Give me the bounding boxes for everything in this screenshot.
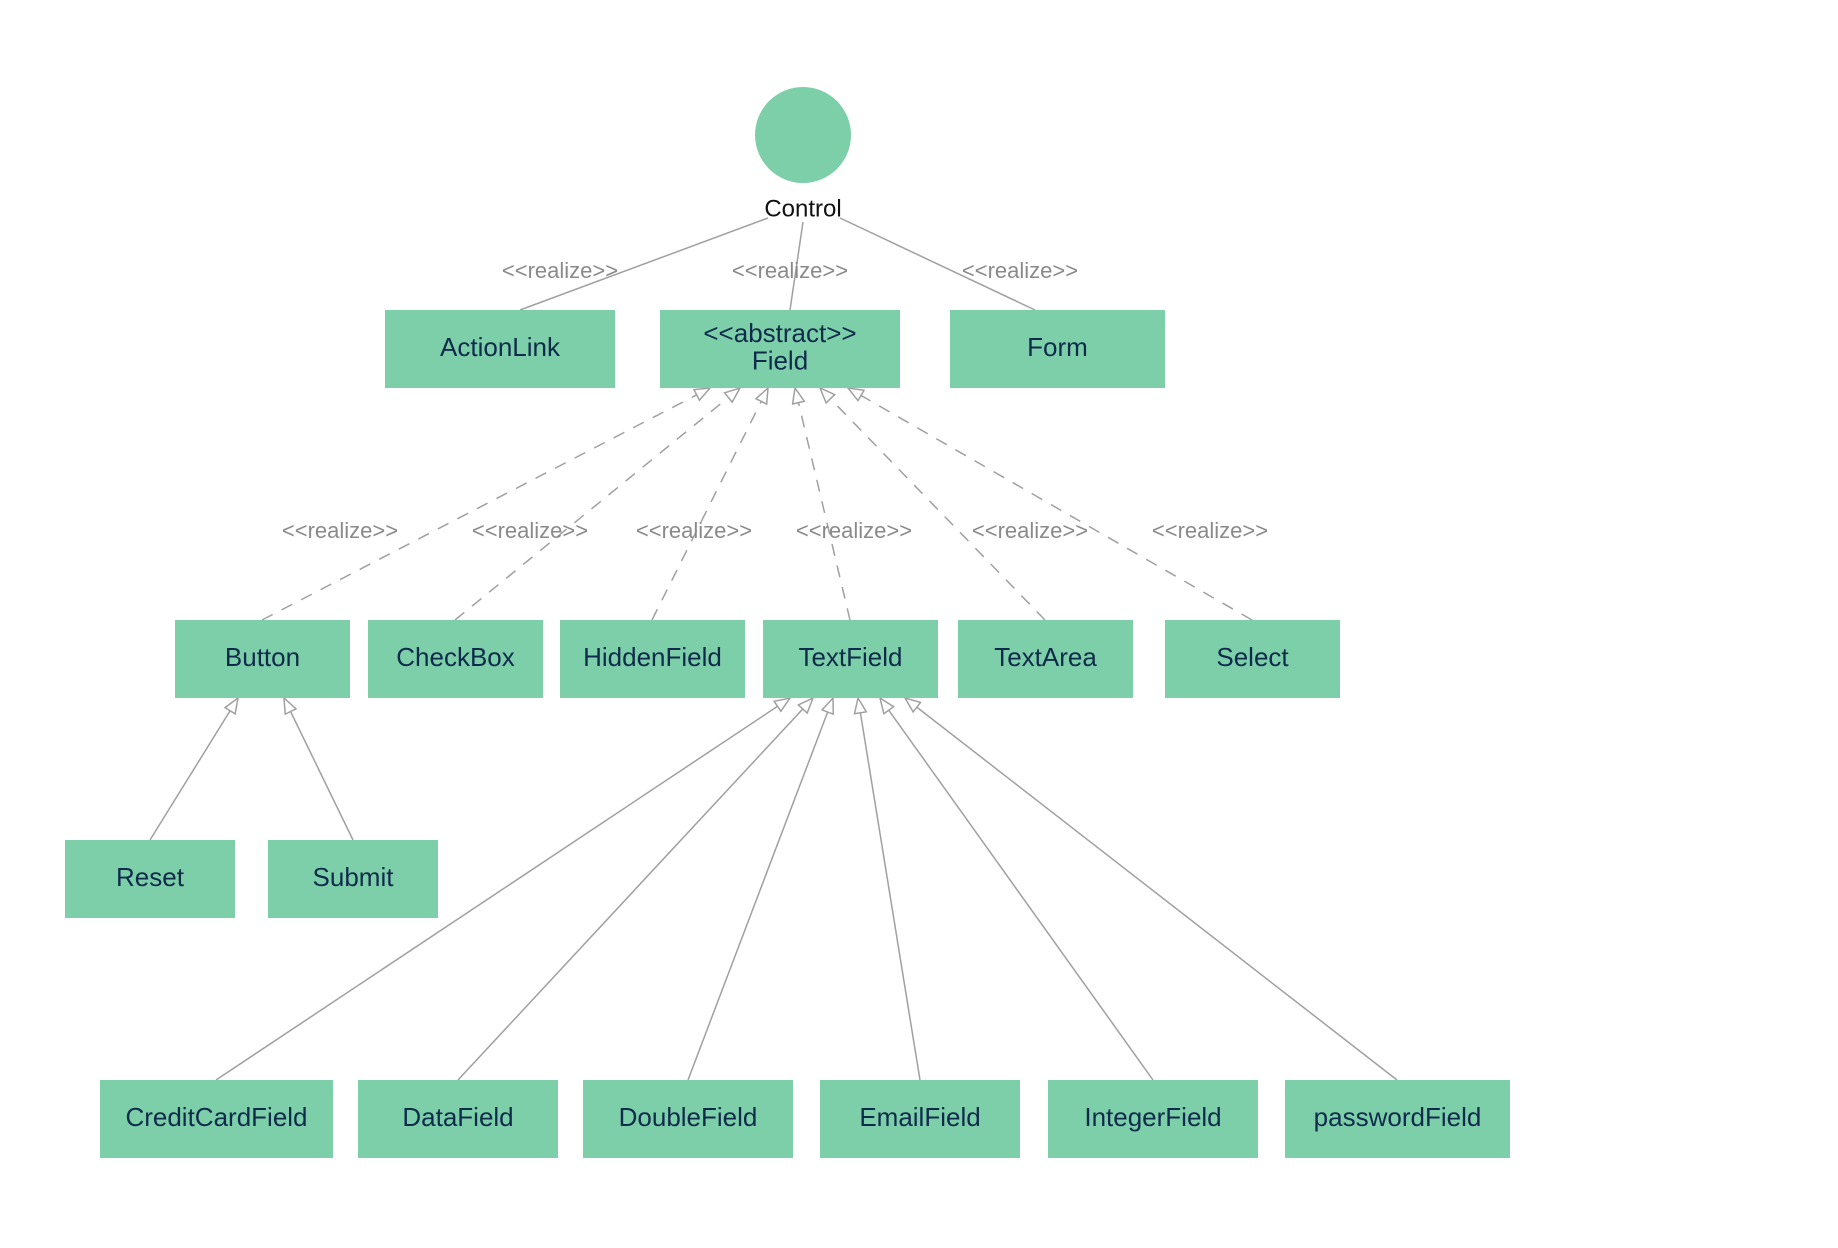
node-form-label: Form [1027,332,1088,362]
edge [262,388,710,620]
node-datafield-label: DataField [402,1102,513,1132]
edge [848,388,1252,620]
edge-label: <<realize>> [796,518,912,543]
node-doublefield-label: DoubleField [619,1102,758,1132]
node-field-label: <<abstract>> [703,318,856,348]
edge-label: <<realize>> [962,258,1078,283]
node-textfield-label: TextField [798,642,902,672]
root-node [755,87,851,183]
edge [858,698,920,1080]
nodes-layer [65,87,1510,1158]
node-emailfield-label: EmailField [859,1102,980,1132]
edge-label: <<realize>> [636,518,752,543]
edge-label: <<realize>> [282,518,398,543]
node-pwdfield-label: passwordField [1314,1102,1482,1132]
node-reset-label: Reset [116,862,185,892]
node-button-label: Button [225,642,300,672]
edge-label: <<realize>> [1152,518,1268,543]
uml-diagram: <<realize>> <<realize>> <<realize>> <<reali… [0,0,1838,1248]
node-textarea-label: TextArea [994,642,1097,672]
node-checkbox-label: CheckBox [396,642,515,672]
edge-label: <<realize>> [972,518,1088,543]
node-submit-label: Submit [313,862,395,892]
node-field-label: Field [752,346,808,376]
edge-label: <<realize>> [732,258,848,283]
node-actionlink-label: ActionLink [440,332,561,362]
edge [905,698,1397,1080]
node-creditcard-label: CreditCardField [125,1102,307,1132]
node-hiddenfield-label: HiddenField [583,642,722,672]
edge [880,698,1153,1080]
edge-label: <<realize>> [472,518,588,543]
edge [652,388,768,620]
node-integerfield-label: IntegerField [1084,1102,1221,1132]
edge [455,388,740,620]
edge [284,698,353,840]
edge [150,698,238,840]
node-select-label: Select [1216,642,1289,672]
root-label: Control [764,195,841,222]
edge [820,388,1045,620]
edge [795,388,850,620]
edge-label: <<realize>> [502,258,618,283]
